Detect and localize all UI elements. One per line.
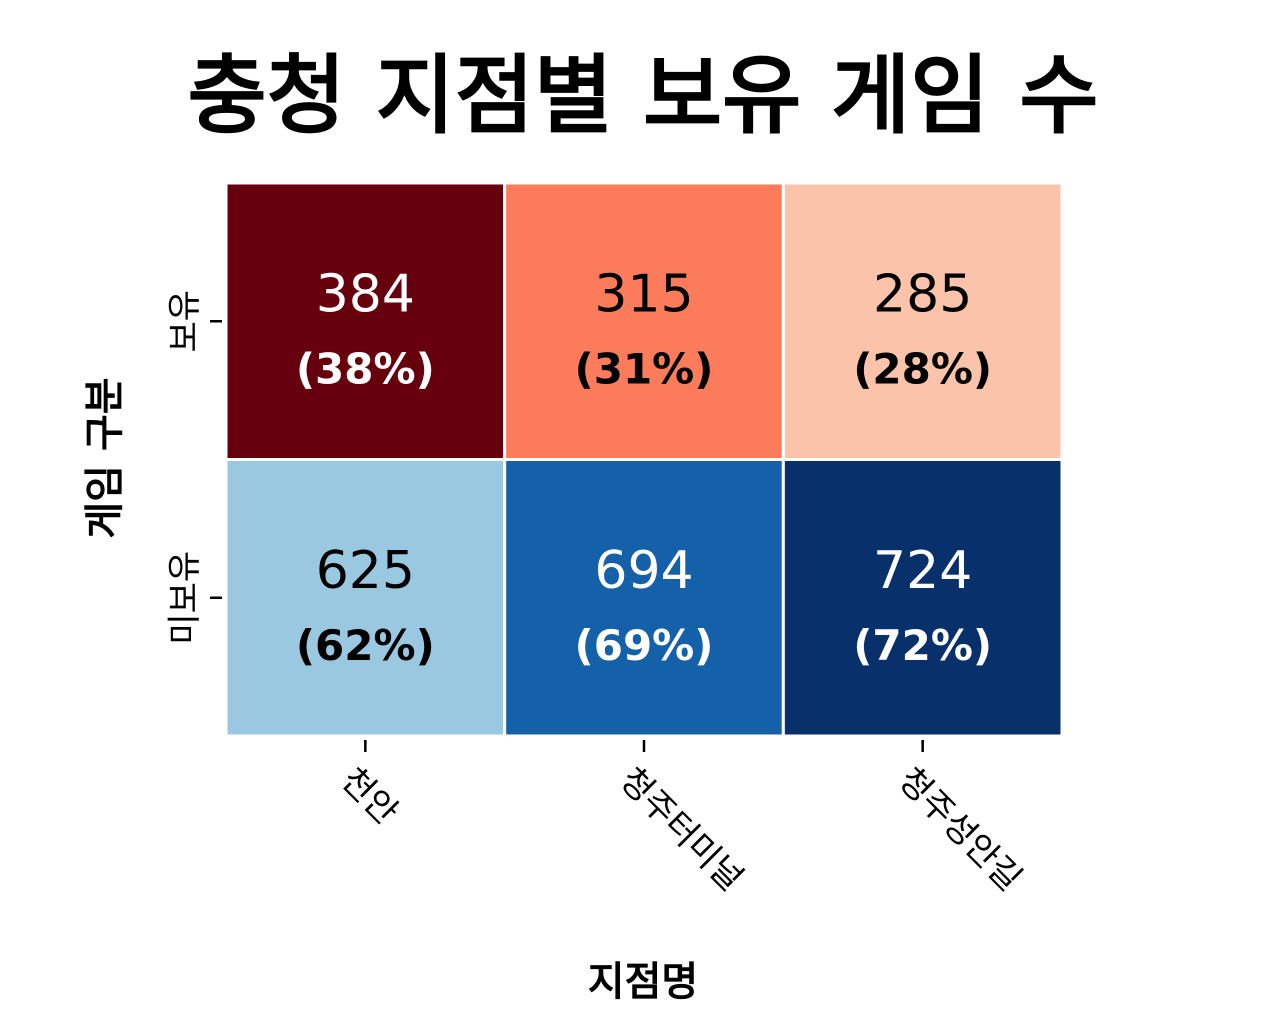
x-axis: 천안 청주터미널 청주성안길 (333, 740, 1029, 899)
heatmap-cell (224, 458, 507, 738)
cell-percent-label: (62%) (296, 621, 435, 670)
y-tick-label: 보유 (165, 290, 205, 353)
x-tick-label: 천안 (333, 760, 406, 833)
cell-value-label: 724 (873, 541, 972, 601)
x-axis-label: 지점명 (588, 959, 698, 1005)
cell-value-label: 384 (316, 264, 415, 324)
chart-title: 충청 지점별 보유 게임 수 (188, 46, 1099, 146)
cell-value-label: 315 (594, 264, 693, 324)
x-tick-label: 청주터미널 (612, 760, 751, 899)
heatmap-cell (503, 181, 785, 461)
cell-percent-label: (31%) (575, 344, 714, 393)
heatmap-cells: 384 (38%) 315 (31%) 285 (28%) 625 (62%) 694 (69%)… (224, 181, 1064, 738)
cell-percent-label: (69%) (575, 621, 714, 670)
x-tick-label: 청주성안길 (890, 760, 1029, 899)
y-axis-label: 게임 구분 (82, 377, 128, 538)
cell-percent-label: (72%) (853, 621, 992, 670)
cell-value-label: 694 (594, 541, 693, 601)
heatmap-cell (781, 458, 1064, 738)
cell-value-label: 285 (873, 264, 972, 324)
cell-percent-label: (38%) (296, 344, 435, 393)
y-tick-label: 미보유 (165, 551, 205, 645)
cell-value-label: 625 (316, 541, 415, 601)
heatmap-cell (781, 181, 1064, 461)
heatmap-cell (503, 458, 785, 738)
cell-percent-label: (28%) (853, 344, 992, 393)
heatmap-cell (224, 181, 507, 461)
